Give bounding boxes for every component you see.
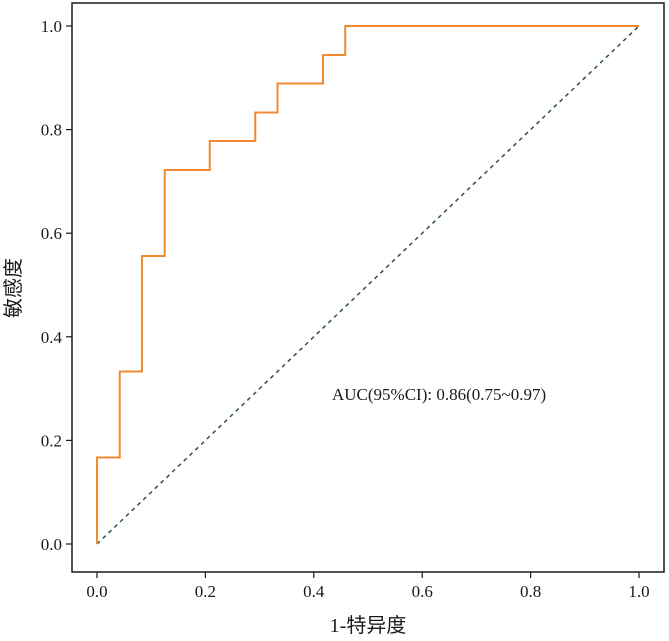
x-tick-label: 1.0	[628, 582, 649, 601]
auc-annotation: AUC(95%CI): 0.86(0.75~0.97)	[332, 385, 546, 404]
x-axis-label: 1-特异度	[330, 614, 407, 637]
y-tick-label: 0.2	[41, 431, 62, 450]
plot-frame	[71, 2, 665, 573]
y-tick-label: 0.8	[41, 121, 62, 140]
y-tick-label: 0.6	[41, 224, 62, 243]
x-tick-label: 0.2	[195, 582, 216, 601]
roc-curve-line	[96, 25, 639, 544]
x-tick-label: 0.4	[303, 582, 325, 601]
x-tick-label: 0.0	[86, 582, 107, 601]
y-tick-label: 0.4	[41, 328, 63, 347]
y-axis-label: 敏感度	[2, 258, 25, 318]
reference-diagonal-line	[96, 25, 640, 545]
x-tick-label: 0.6	[412, 582, 433, 601]
y-tick-label: 0.0	[41, 535, 62, 554]
y-tick-label: 1.0	[41, 17, 62, 36]
x-tick-label: 0.8	[520, 582, 541, 601]
